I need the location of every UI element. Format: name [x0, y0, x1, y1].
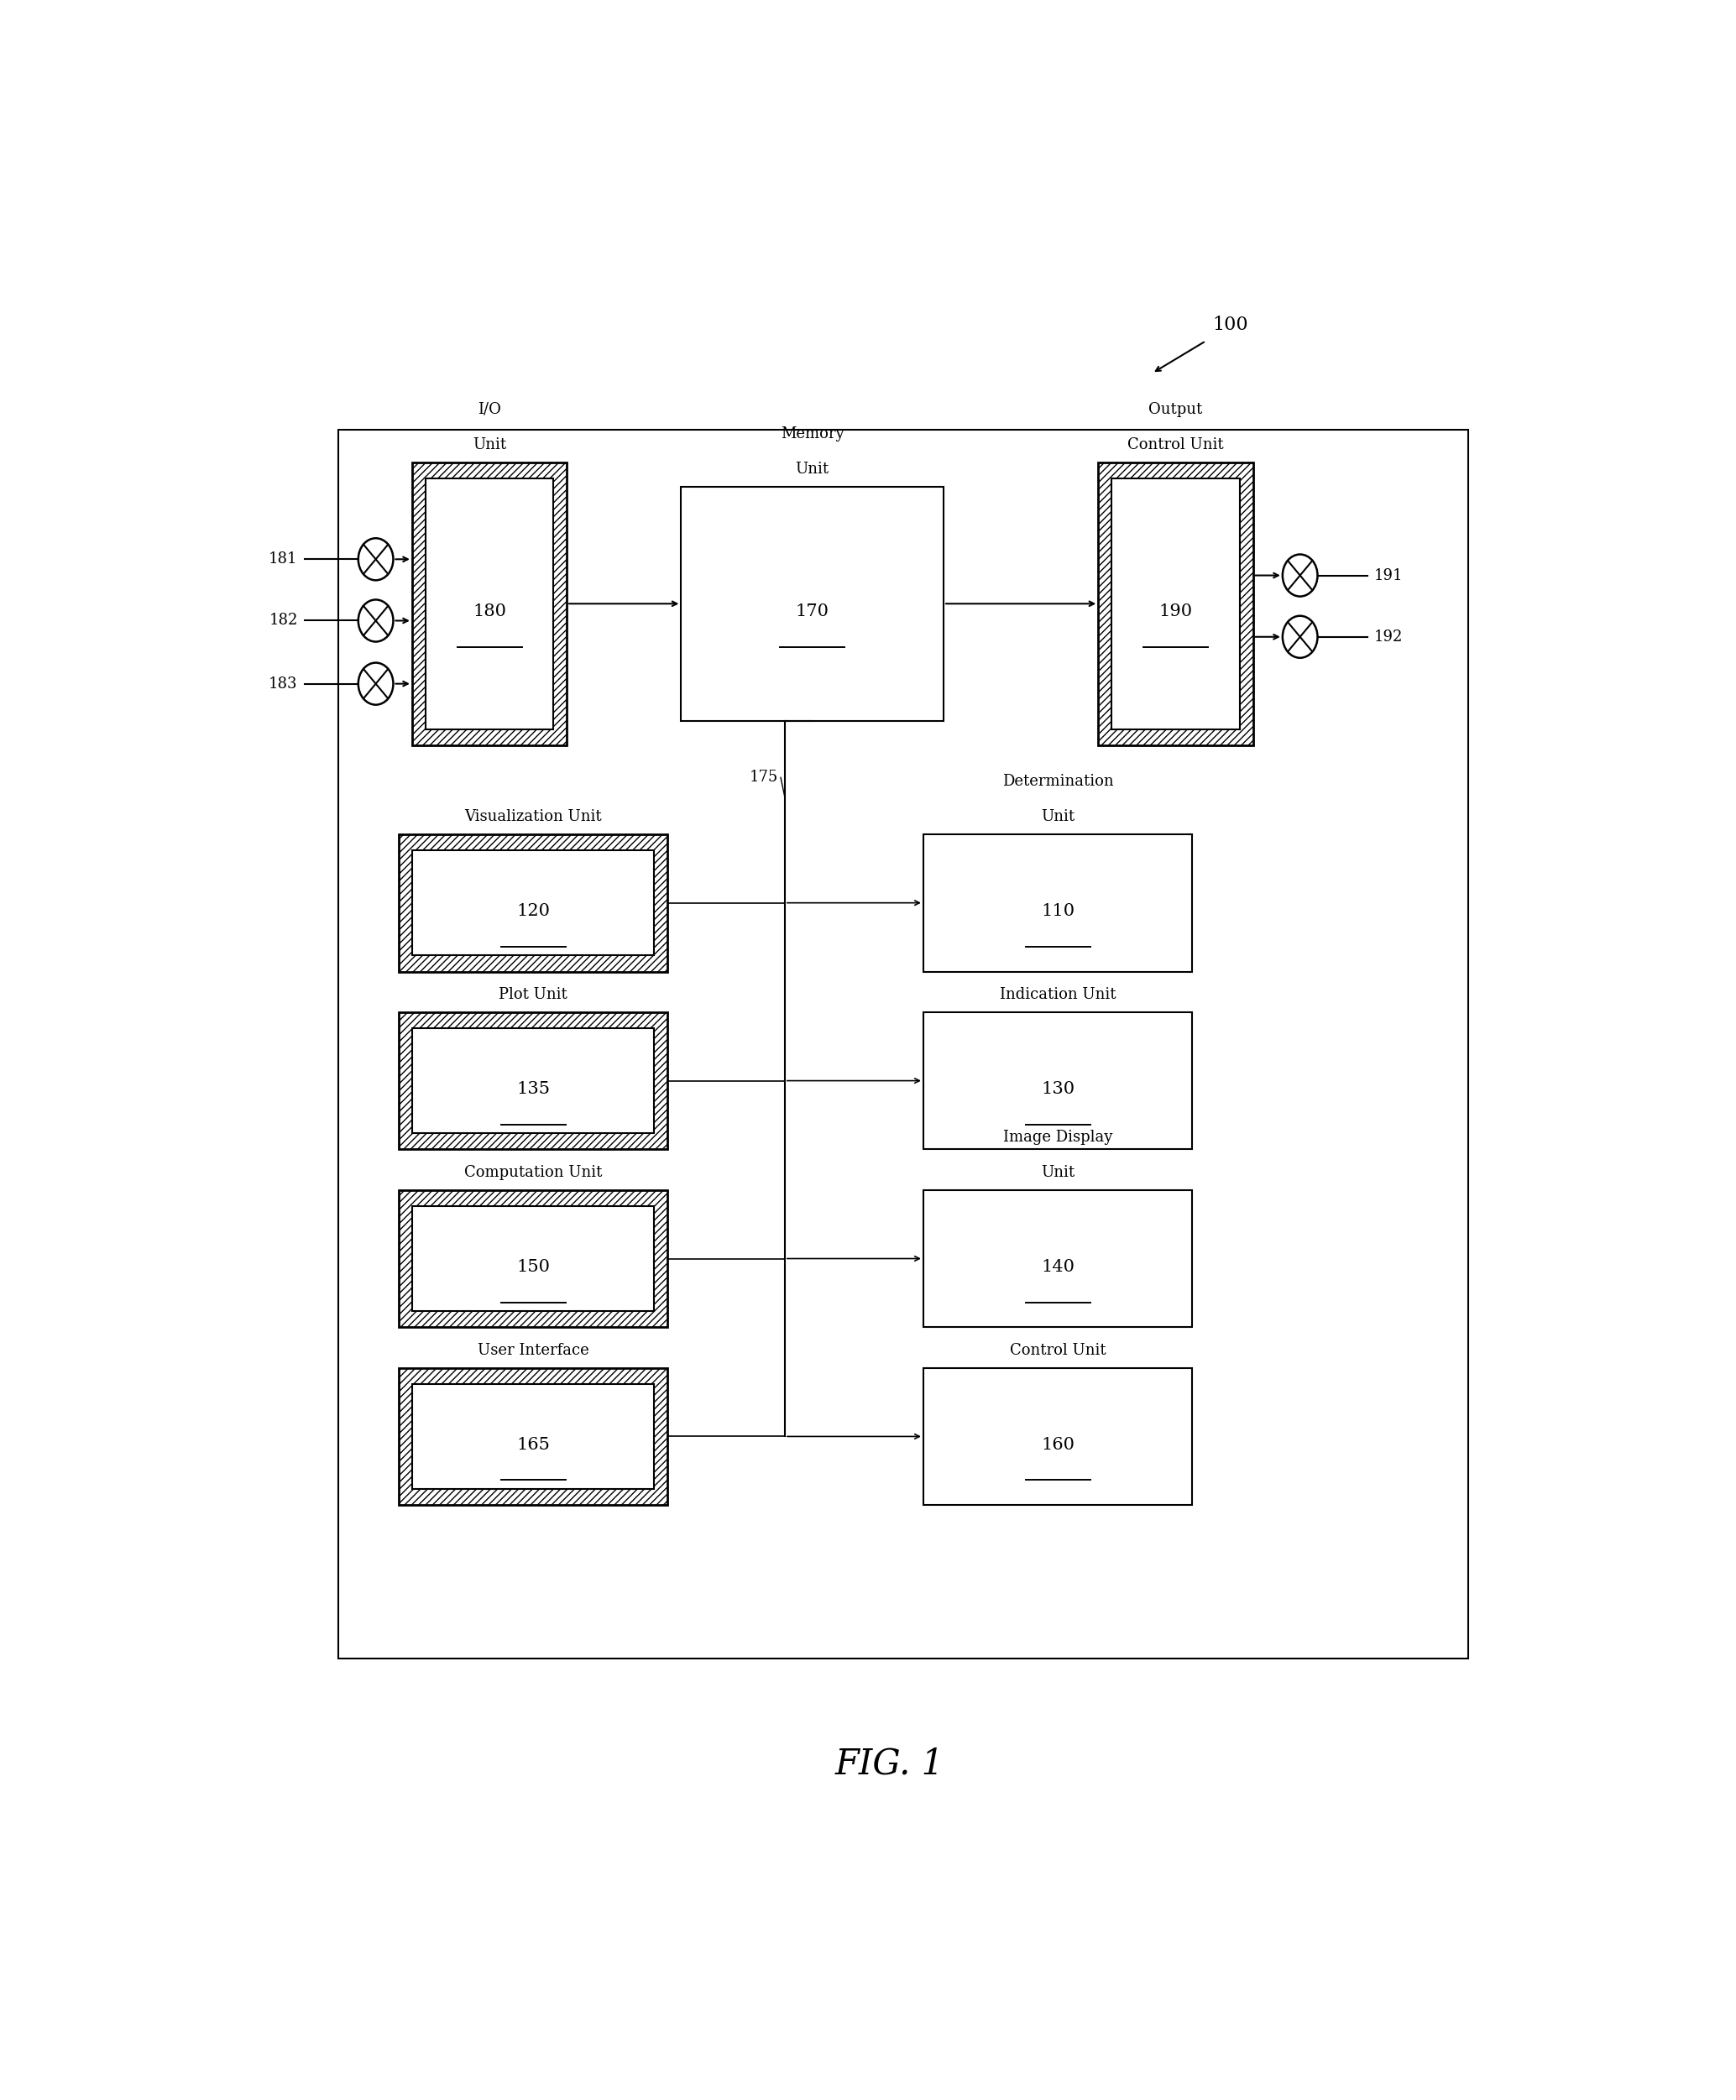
Text: FIG. 1: FIG. 1: [835, 1747, 944, 1781]
Text: Visualization Unit: Visualization Unit: [465, 808, 602, 825]
Bar: [411, 1205, 654, 1310]
Text: 140: 140: [1042, 1258, 1075, 1275]
Text: Output: Output: [1149, 401, 1203, 418]
Bar: [411, 850, 654, 956]
Bar: [924, 1367, 1193, 1506]
Bar: [681, 487, 944, 720]
Text: 192: 192: [1375, 630, 1403, 645]
Text: 191: 191: [1375, 567, 1403, 584]
Text: Memory: Memory: [781, 426, 844, 441]
Text: Indication Unit: Indication Unit: [1000, 987, 1116, 1002]
Bar: [924, 1191, 1193, 1327]
Bar: [399, 1367, 668, 1506]
Text: Unit: Unit: [1042, 1166, 1075, 1180]
Bar: [1099, 462, 1253, 746]
Bar: [339, 430, 1469, 1659]
Text: Image Display: Image Display: [1003, 1130, 1113, 1145]
Text: 130: 130: [1042, 1082, 1075, 1096]
Text: I/O: I/O: [477, 401, 502, 418]
Text: 190: 190: [1158, 605, 1193, 619]
Text: 175: 175: [750, 771, 778, 785]
Text: 120: 120: [516, 903, 550, 920]
Text: Unit: Unit: [795, 462, 830, 477]
Bar: [1111, 479, 1240, 729]
Text: 182: 182: [269, 613, 299, 628]
Text: 181: 181: [269, 552, 299, 567]
Bar: [411, 1029, 654, 1134]
Text: 165: 165: [516, 1436, 550, 1453]
Bar: [399, 1012, 668, 1149]
Text: Control Unit: Control Unit: [1010, 1342, 1106, 1359]
Text: Determination: Determination: [1002, 773, 1113, 790]
Text: 135: 135: [516, 1082, 550, 1096]
Text: Control Unit: Control Unit: [1127, 437, 1224, 451]
Text: Unit: Unit: [1042, 808, 1075, 825]
Text: 180: 180: [472, 605, 507, 619]
Text: Computation Unit: Computation Unit: [464, 1166, 602, 1180]
Bar: [924, 1012, 1193, 1149]
Bar: [411, 1384, 654, 1489]
Text: 170: 170: [795, 605, 830, 619]
Text: 183: 183: [269, 676, 299, 691]
Bar: [924, 834, 1193, 972]
Bar: [411, 462, 566, 746]
Text: 160: 160: [1042, 1436, 1075, 1453]
Bar: [399, 834, 668, 972]
Text: Plot Unit: Plot Unit: [498, 987, 568, 1002]
Text: 150: 150: [516, 1258, 550, 1275]
Text: 110: 110: [1042, 903, 1075, 920]
Bar: [425, 479, 554, 729]
Bar: [399, 1191, 668, 1327]
Text: User Interface: User Interface: [477, 1342, 589, 1359]
Text: Unit: Unit: [472, 437, 507, 451]
Text: 100: 100: [1212, 315, 1248, 334]
